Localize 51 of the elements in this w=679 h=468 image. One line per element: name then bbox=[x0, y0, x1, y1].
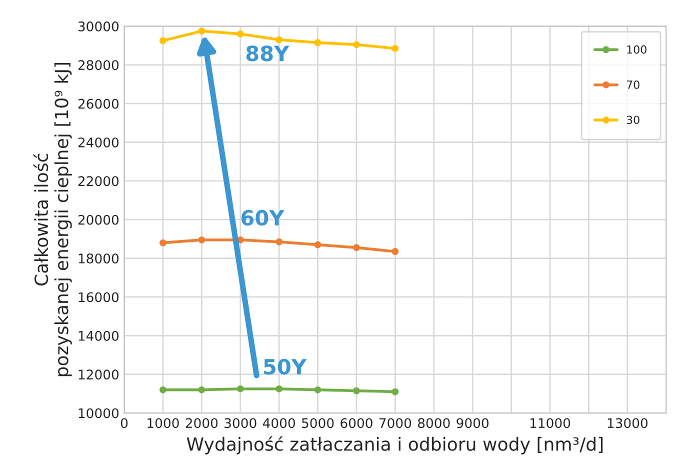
point bbox=[236, 30, 244, 38]
y-tick-label: 18000 bbox=[78, 254, 119, 264]
legend-label: 30 bbox=[626, 116, 640, 124]
point bbox=[314, 241, 322, 248]
y-tick-label: 16000 bbox=[78, 292, 119, 302]
y-tick-label: 14000 bbox=[78, 330, 119, 341]
point bbox=[392, 44, 399, 52]
x-tick-label: 8000 bbox=[418, 418, 450, 428]
x-tick-label: 9000 bbox=[456, 418, 488, 428]
point bbox=[236, 385, 244, 392]
point bbox=[353, 41, 360, 48]
legend-label: 100 bbox=[627, 45, 646, 54]
point bbox=[159, 239, 166, 246]
y-axis-title: Całkowita ilość pozyskanej energii cieplnej [10⁹ kJ] bbox=[33, 63, 72, 376]
y-tick-label: 22000 bbox=[78, 176, 119, 186]
point bbox=[276, 385, 283, 392]
point bbox=[314, 386, 322, 394]
x-tick-label: 7000 bbox=[379, 418, 412, 428]
x-tick-label: 6000 bbox=[340, 418, 372, 428]
y-tick-label: 10000 bbox=[78, 408, 119, 418]
x-tick-label: 2000 bbox=[186, 418, 218, 428]
x-tick-label: 3000 bbox=[224, 418, 256, 428]
point bbox=[198, 236, 206, 244]
annotation: 60Y bbox=[242, 210, 284, 226]
x-tick-label: 13000 bbox=[608, 418, 648, 428]
point bbox=[353, 244, 360, 252]
point bbox=[276, 36, 283, 44]
x-tick-label: 11000 bbox=[530, 418, 570, 428]
y-tick-label: 12000 bbox=[78, 370, 119, 380]
y-tick-label: 20000 bbox=[78, 214, 119, 225]
point bbox=[392, 248, 399, 255]
point bbox=[198, 28, 206, 35]
point bbox=[353, 387, 360, 394]
x-tick-label: 5000 bbox=[302, 418, 334, 428]
point bbox=[276, 238, 283, 246]
legend-label: 70 bbox=[626, 80, 640, 89]
point bbox=[198, 386, 206, 394]
x-tick-label: 4000 bbox=[262, 418, 295, 428]
y-tick-label: 26000 bbox=[78, 98, 119, 109]
y-tick-label: 24000 bbox=[78, 137, 119, 148]
point bbox=[314, 39, 322, 46]
x-tick-label: 0 bbox=[120, 418, 128, 428]
point bbox=[392, 388, 399, 396]
point bbox=[159, 386, 166, 394]
y-tick-label: 30000 bbox=[78, 21, 119, 32]
y-tick-label: 28000 bbox=[78, 60, 119, 70]
annotation: 88Y bbox=[246, 46, 290, 62]
x-tick-label: 1000 bbox=[148, 418, 179, 428]
x-axis-title: Wydajność zatłaczania i odbioru wody [nm³/d] bbox=[186, 436, 603, 454]
point bbox=[159, 37, 166, 44]
annotation: 50Y bbox=[264, 358, 307, 375]
